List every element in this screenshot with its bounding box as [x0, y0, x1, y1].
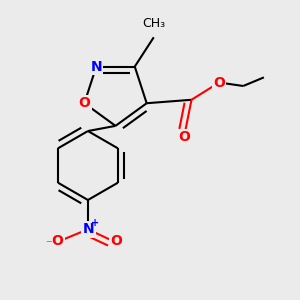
Text: ⁻: ⁻ — [46, 238, 52, 251]
Text: O: O — [111, 234, 122, 248]
Text: CH₃: CH₃ — [142, 17, 165, 30]
Text: O: O — [51, 234, 63, 248]
Text: N: N — [83, 222, 94, 236]
Text: N: N — [90, 60, 102, 74]
Text: O: O — [213, 76, 225, 89]
Text: O: O — [179, 130, 190, 144]
Text: O: O — [78, 96, 90, 110]
Text: +: + — [92, 218, 100, 228]
